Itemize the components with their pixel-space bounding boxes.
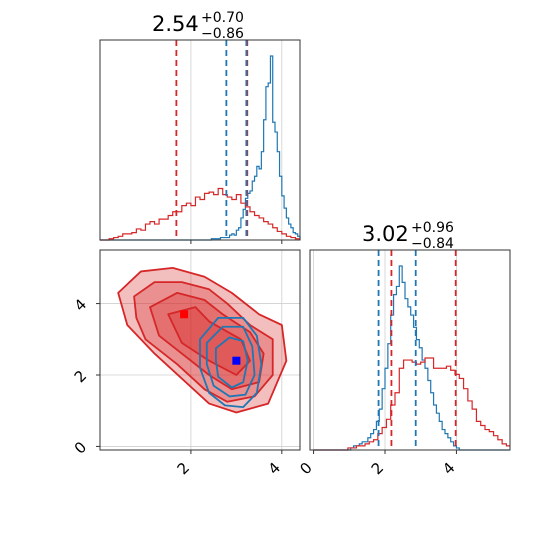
panel-top-left-series-1-step [100,187,300,241]
panel-bottom-right-title-plus: +0.96 [411,220,454,236]
panel-bottom-right-xtick-label: 4 [439,459,458,478]
panel-bottom-left-xtick-label: 2 [174,459,193,478]
panel-bottom-left-ytick-label: 0 [71,438,90,457]
panel-bottom-right-frame [309,249,511,451]
panel-bottom-right-histogram: 3.02 +0.96 −0.84 0 2 4 [296,220,511,478]
panel-bottom-left-series-1-marker [232,356,241,365]
panel-top-left-frame [99,39,301,241]
panel-bottom-left-ytick-label: 4 [71,295,90,314]
panel-bottom-left-plot-area [117,266,288,414]
panel-bottom-left-series-1-contour-level [199,316,263,409]
panel-top-left-histogram: 2.54 +0.70 −0.86 [99,10,301,244]
panel-bottom-left-ytick-label: 2 [71,367,90,386]
panel-bottom-left-frame [99,249,301,451]
panel-bottom-left-series-0-marker [180,310,189,319]
panel-bottom-right-xtick-label: 0 [296,459,315,478]
panel-bottom-left-series-0-contour-level [133,281,274,403]
panel-bottom-left-series-1-contour-level [205,325,256,398]
panel-bottom-left-contour: 0 2 4 2 4 [71,249,301,478]
panel-bottom-right-title-median: 3.02 [362,222,409,246]
panel-top-left-title-median: 2.54 [152,12,199,36]
panel-bottom-right-series-1-step [313,357,510,451]
panel-bottom-left-series-1-contour-level [215,336,249,389]
panel-bottom-right-title-minus: −0.84 [411,236,454,252]
panel-top-left-series-0-step [100,55,301,241]
panel-top-left-title-minus: −0.86 [201,26,244,42]
panel-bottom-left-xtick-label: 4 [265,459,284,478]
panel-top-left-title-plus: +0.70 [201,10,244,26]
panel-bottom-right-xtick-label: 2 [368,459,387,478]
